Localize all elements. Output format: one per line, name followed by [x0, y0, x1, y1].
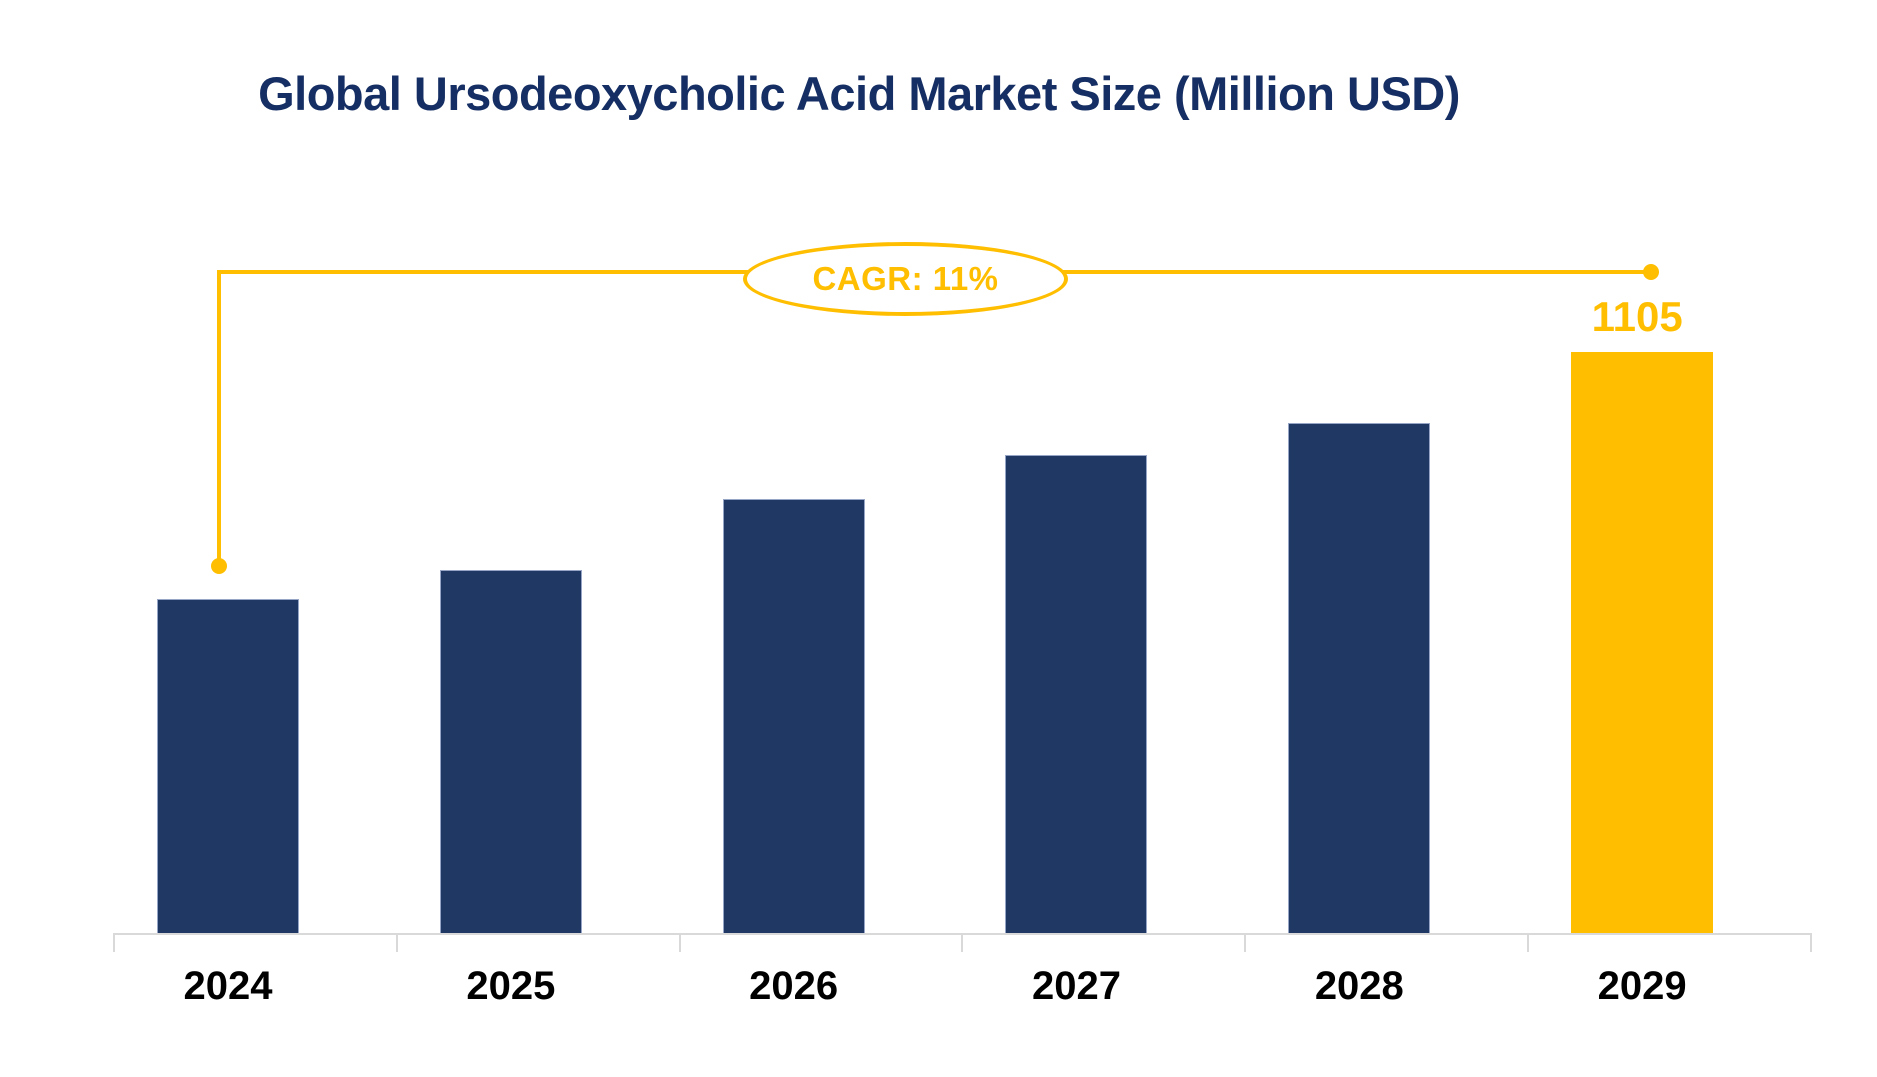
bar-2028	[1288, 423, 1431, 933]
x-axis-tick	[1809, 933, 1812, 952]
x-axis-tick	[1527, 933, 1530, 952]
x-axis-tick	[1244, 933, 1247, 952]
x-axis-label-2027: 2027	[1031, 964, 1121, 1008]
x-axis-label-2026: 2026	[749, 964, 839, 1008]
value-label-2029: 1105	[1591, 293, 1683, 340]
x-axis-tick	[113, 933, 115, 952]
bar-2027	[1005, 455, 1148, 933]
x-axis-label-2028: 2028	[1314, 964, 1404, 1008]
bar-2024	[157, 599, 299, 933]
cagr-connector-start-dot	[211, 558, 227, 574]
cagr-connector-end-dot	[1643, 264, 1659, 280]
bar-2025	[439, 570, 582, 933]
bar-2029	[1571, 352, 1714, 933]
bar-2026	[722, 499, 865, 933]
chart-title: Global Ursodeoxycholic Acid Market Size …	[258, 67, 1460, 120]
x-axis-label-2025: 2025	[466, 964, 556, 1008]
cagr-callout-ellipse: CAGR: 11%	[743, 242, 1068, 316]
plot-area	[113, 333, 1812, 952]
x-axis-label-2029: 2029	[1597, 964, 1687, 1008]
cagr-connector-vertical-line	[217, 270, 221, 568]
x-axis-tick	[395, 933, 398, 952]
x-axis-tick	[961, 933, 964, 952]
cagr-label: CAGR: 11%	[812, 260, 999, 297]
x-axis-tick	[678, 933, 681, 952]
x-axis-label-2024: 2024	[183, 964, 273, 1008]
